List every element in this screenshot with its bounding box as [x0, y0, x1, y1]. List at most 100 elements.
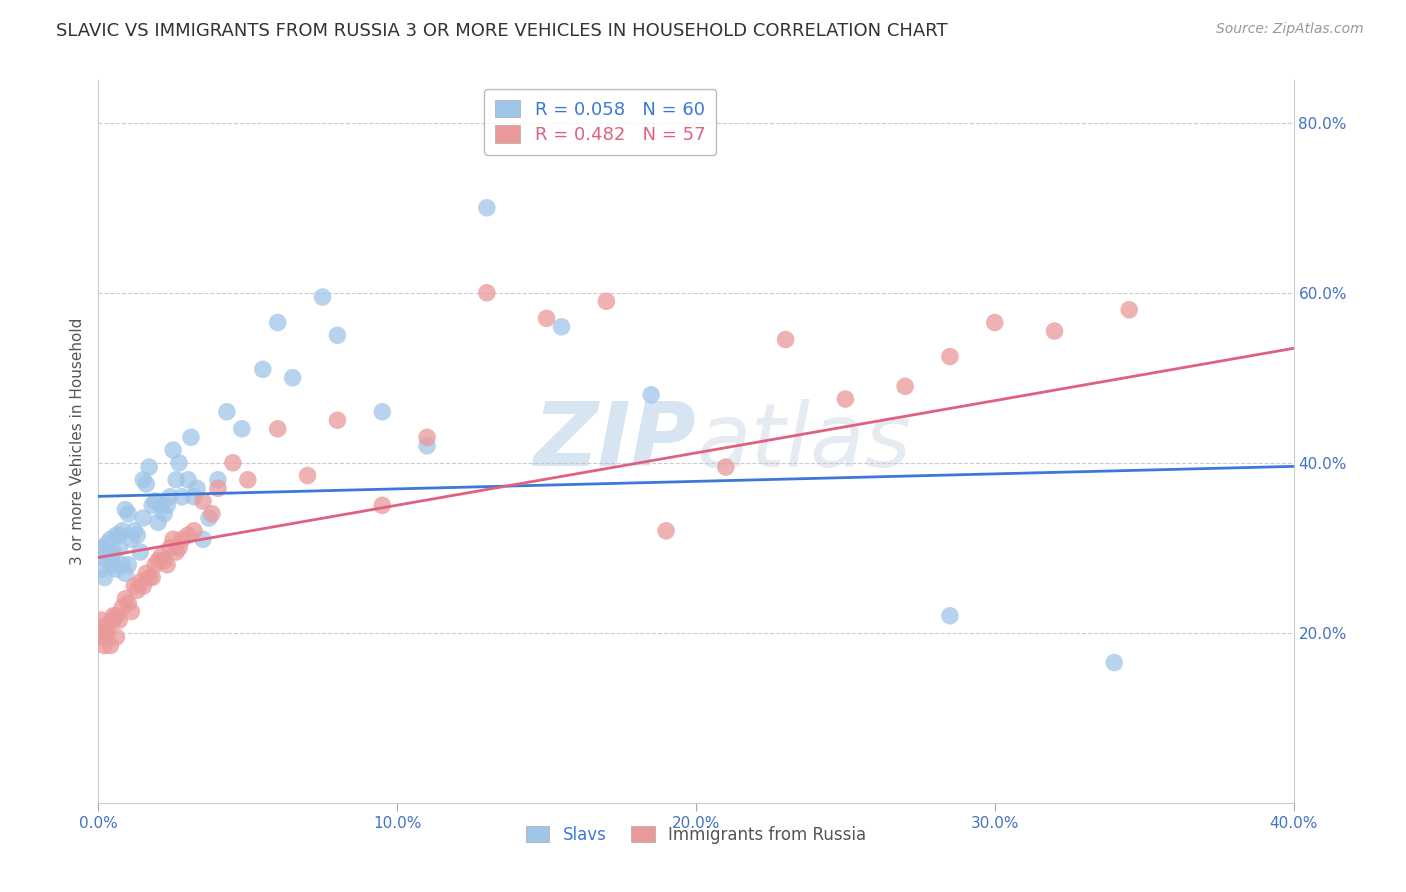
Point — [138, 570, 160, 584]
Point — [153, 553, 176, 567]
Point — [105, 562, 128, 576]
Point — [93, 545, 115, 559]
Point — [159, 490, 181, 504]
Point — [236, 473, 259, 487]
Point — [98, 533, 122, 547]
Point — [111, 524, 134, 538]
Point — [1104, 656, 1126, 670]
Point — [153, 507, 176, 521]
Point — [103, 558, 125, 572]
Point — [371, 498, 394, 512]
Point — [207, 481, 229, 495]
Point — [120, 605, 142, 619]
Point — [252, 362, 274, 376]
Point — [105, 630, 128, 644]
Point — [111, 600, 134, 615]
Point — [90, 613, 112, 627]
Point — [371, 405, 394, 419]
Point — [98, 639, 122, 653]
Point — [114, 502, 136, 516]
Point — [96, 625, 118, 640]
Point — [165, 473, 187, 487]
Point — [191, 533, 214, 547]
Point — [96, 617, 118, 632]
Point — [231, 422, 253, 436]
Point — [267, 316, 290, 330]
Point — [132, 511, 155, 525]
Point — [117, 596, 139, 610]
Point — [1118, 302, 1140, 317]
Point — [201, 507, 224, 521]
Point — [655, 524, 678, 538]
Point — [222, 456, 245, 470]
Point — [138, 460, 160, 475]
Point — [148, 553, 170, 567]
Point — [120, 533, 142, 547]
Point — [215, 405, 238, 419]
Point — [135, 566, 157, 581]
Point — [150, 549, 173, 564]
Point — [143, 494, 166, 508]
Point — [132, 473, 155, 487]
Point — [108, 541, 131, 555]
Point — [127, 528, 149, 542]
Point — [90, 562, 112, 576]
Point — [180, 430, 202, 444]
Text: SLAVIC VS IMMIGRANTS FROM RUSSIA 3 OR MORE VEHICLES IN HOUSEHOLD CORRELATION CHA: SLAVIC VS IMMIGRANTS FROM RUSSIA 3 OR MO… — [56, 22, 948, 40]
Point — [1043, 324, 1066, 338]
Point — [132, 579, 155, 593]
Text: ZIP: ZIP — [533, 398, 696, 485]
Point — [150, 498, 173, 512]
Legend: Slavs, Immigrants from Russia: Slavs, Immigrants from Russia — [517, 818, 875, 852]
Point — [129, 574, 152, 589]
Point — [114, 591, 136, 606]
Y-axis label: 3 or more Vehicles in Household: 3 or more Vehicles in Household — [69, 318, 84, 566]
Point — [111, 558, 134, 572]
Point — [141, 570, 163, 584]
Point — [536, 311, 558, 326]
Point — [894, 379, 917, 393]
Point — [167, 456, 190, 470]
Point — [124, 524, 146, 538]
Point — [108, 528, 131, 542]
Point — [475, 285, 498, 300]
Point — [117, 507, 139, 521]
Point — [207, 473, 229, 487]
Point — [96, 553, 118, 567]
Point — [177, 473, 200, 487]
Point — [103, 608, 125, 623]
Point — [105, 528, 128, 542]
Point — [167, 541, 190, 555]
Point — [550, 319, 572, 334]
Point — [117, 558, 139, 572]
Point — [939, 608, 962, 623]
Point — [165, 545, 187, 559]
Point — [162, 443, 184, 458]
Point — [475, 201, 498, 215]
Point — [984, 316, 1007, 330]
Point — [93, 639, 115, 653]
Point — [103, 545, 125, 559]
Point — [281, 371, 304, 385]
Point — [141, 498, 163, 512]
Point — [191, 494, 214, 508]
Point — [183, 524, 205, 538]
Point — [416, 439, 439, 453]
Point — [156, 558, 179, 572]
Point — [416, 430, 439, 444]
Point — [183, 490, 205, 504]
Point — [159, 541, 181, 555]
Point — [93, 625, 115, 640]
Point — [775, 333, 797, 347]
Point — [129, 545, 152, 559]
Point — [640, 388, 662, 402]
Text: atlas: atlas — [696, 399, 911, 484]
Point — [186, 481, 208, 495]
Point — [311, 290, 333, 304]
Text: Source: ZipAtlas.com: Source: ZipAtlas.com — [1216, 22, 1364, 37]
Point — [105, 608, 128, 623]
Point — [177, 528, 200, 542]
Point — [326, 413, 349, 427]
Point — [156, 498, 179, 512]
Point — [939, 350, 962, 364]
